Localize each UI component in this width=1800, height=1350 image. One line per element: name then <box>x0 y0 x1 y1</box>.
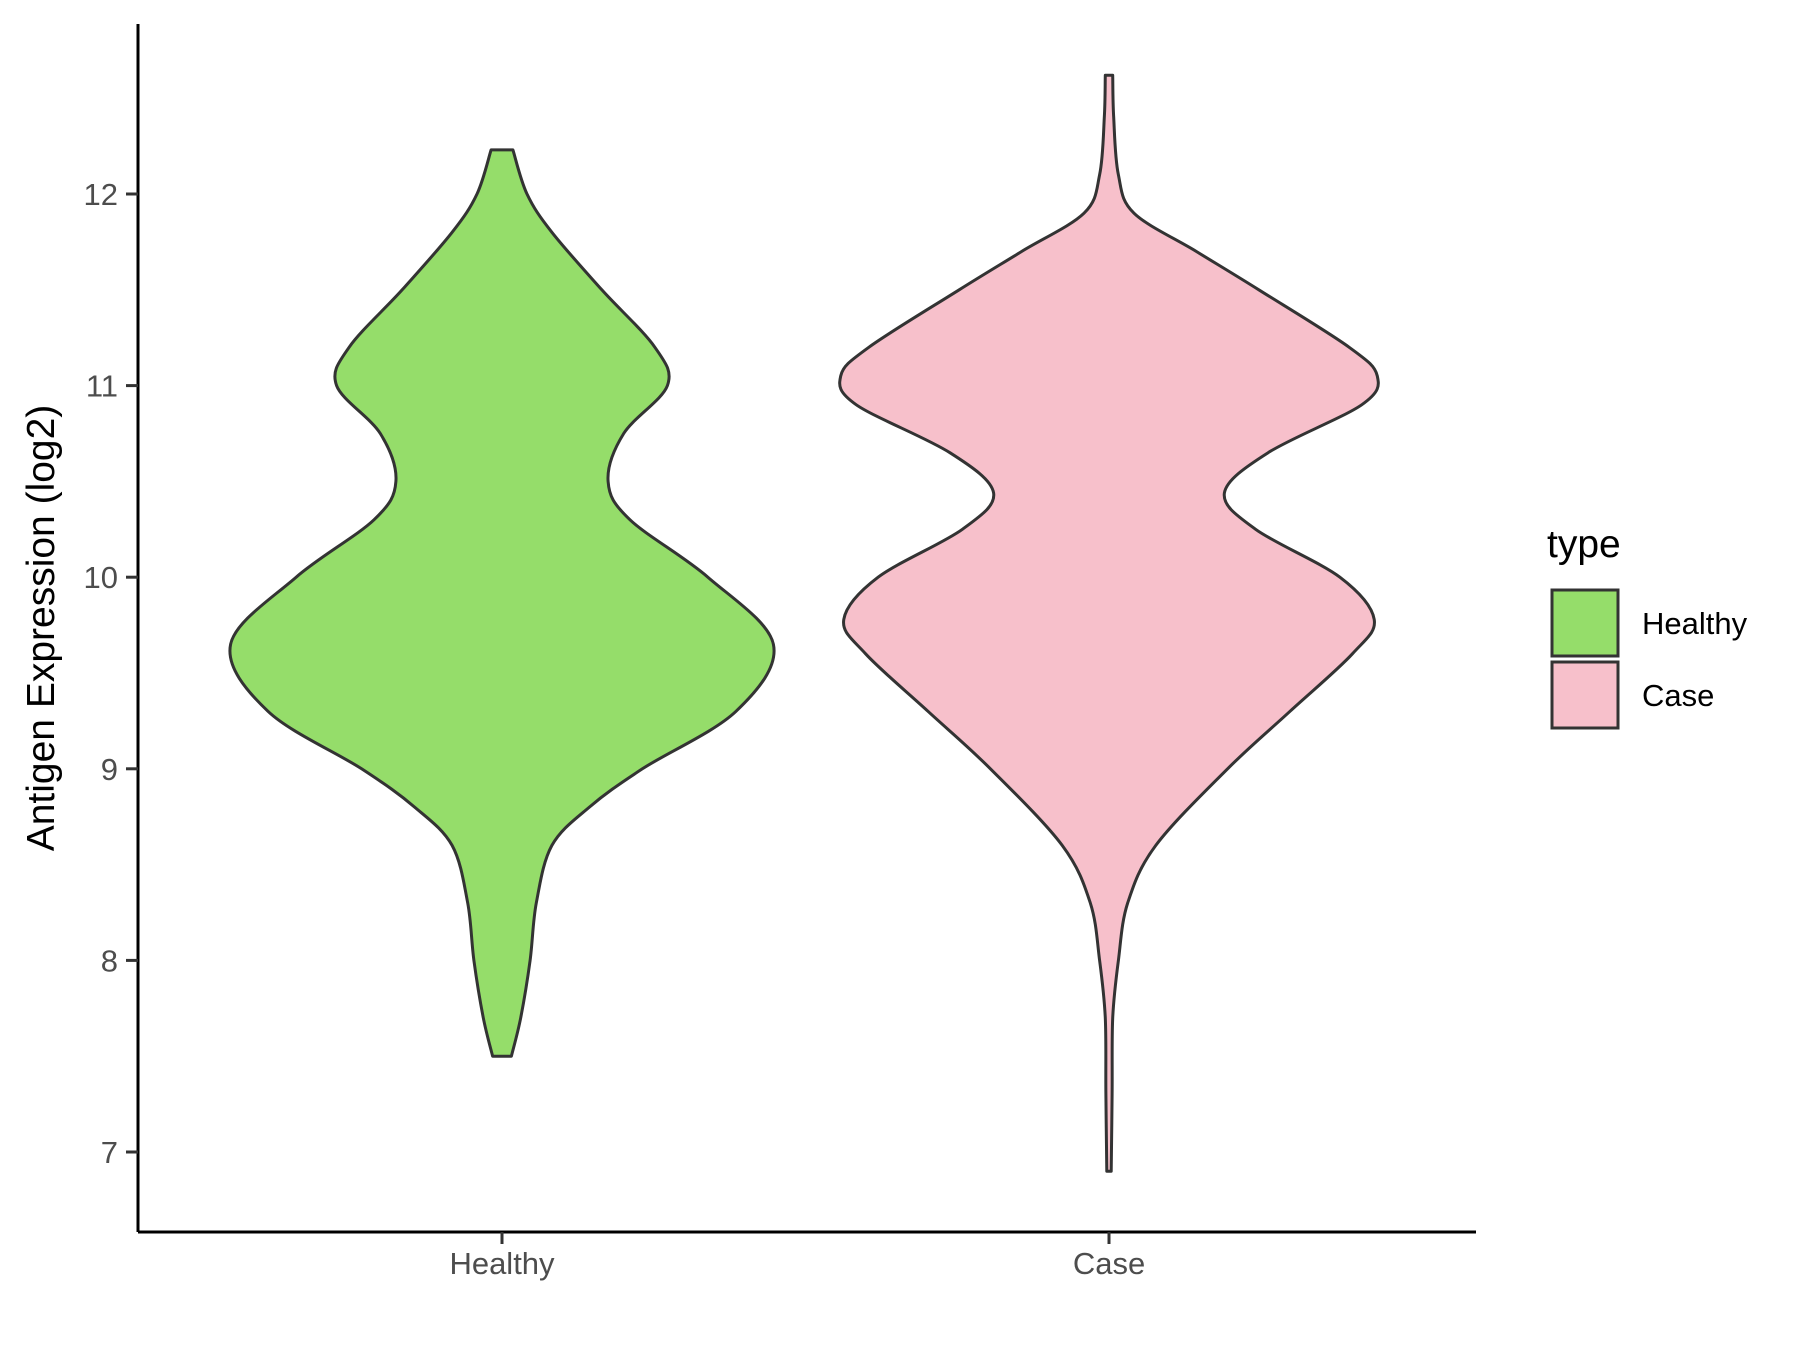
y-tick-label-10: 10 <box>84 560 118 595</box>
y-axis-ticks: 7 8 9 10 11 12 <box>84 177 138 1170</box>
y-axis-title: Antigen Expression (log2) <box>20 405 63 852</box>
legend-key-case <box>1550 660 1620 730</box>
legend: type Healthy Case <box>1547 523 1748 730</box>
violin-case <box>838 73 1380 1173</box>
x-tick-label-case: Case <box>1073 1246 1145 1281</box>
y-tick-label-11: 11 <box>86 369 118 404</box>
violins-layer <box>228 73 1380 1173</box>
y-tick-label-12: 12 <box>84 177 118 212</box>
legend-key-healthy <box>1550 588 1620 658</box>
violin-healthy <box>228 148 776 1058</box>
legend-label-case: Case <box>1642 678 1714 713</box>
legend-items: Healthy Case <box>1550 588 1748 730</box>
legend-label-healthy: Healthy <box>1642 606 1748 641</box>
y-tick-label-9: 9 <box>101 752 118 787</box>
y-tick-label-7: 7 <box>101 1135 118 1170</box>
y-tick-label-8: 8 <box>101 943 118 978</box>
x-axis-ticks: Healthy Case <box>449 1232 1145 1281</box>
legend-title: type <box>1547 523 1621 566</box>
x-tick-label-healthy: Healthy <box>449 1246 555 1281</box>
